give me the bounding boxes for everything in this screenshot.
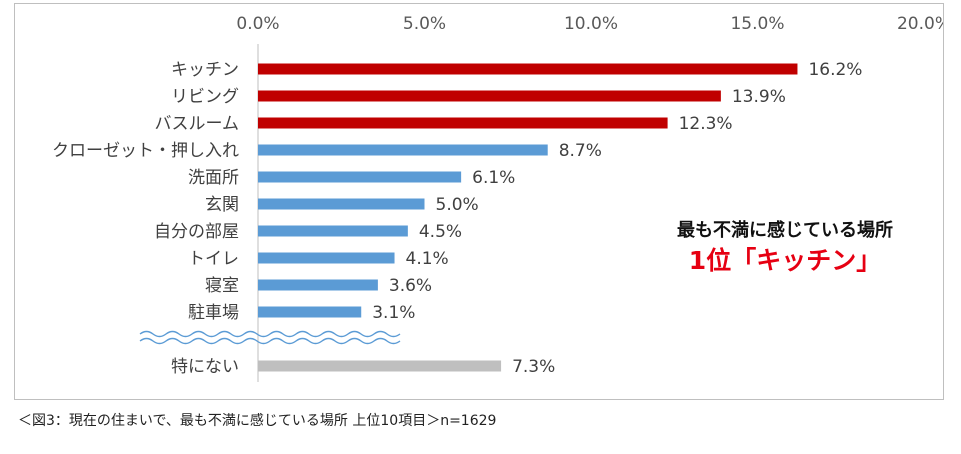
category-label: バスルーム: [155, 114, 240, 134]
data-label: 13.9%: [732, 87, 786, 107]
category-label: トイレ: [188, 249, 239, 269]
bar: [258, 225, 408, 237]
bar: [258, 117, 668, 129]
callout-line2: 1位「キッチン」: [688, 246, 882, 275]
data-label: 4.5%: [419, 222, 462, 242]
category-label: クローゼット・押し入れ: [52, 141, 239, 161]
bar: [258, 171, 462, 183]
category-label: 特にない: [171, 357, 239, 377]
data-label: 8.7%: [559, 141, 602, 161]
bar: [258, 306, 362, 318]
data-label: 3.6%: [389, 276, 432, 296]
callout: 最も不満に感じている場所 1位「キッチン」: [625, 218, 945, 278]
bar: [258, 63, 798, 75]
data-label: 3.1%: [372, 303, 415, 323]
callout-line1: 最も不満に感じている場所: [677, 220, 893, 241]
bar: [258, 90, 721, 102]
figure-caption: ＜図3：現在の住まいで、最も不満に感じている場所 上位10項目＞n=1629: [18, 413, 497, 429]
category-label: 洗面所: [188, 168, 239, 188]
bar-chart: 0.0% 5.0% 10.0% 15.0% 20.0% キッチン 16.2% リビング 13.9…: [52, 14, 943, 382]
x-tick-label: 0.0%: [236, 14, 279, 34]
bar: [258, 279, 378, 291]
category-label: リビング: [171, 87, 239, 107]
category-label: 寝室: [205, 275, 239, 296]
category-label: 玄関: [205, 195, 239, 215]
axis-break-mark: [139, 337, 401, 345]
x-tick-label: 20.0%: [897, 14, 943, 34]
category-label: 駐車場: [188, 303, 239, 323]
bar: [258, 252, 395, 264]
category-label: キッチン: [171, 60, 239, 80]
data-label: 16.2%: [808, 60, 862, 80]
bar: [258, 144, 548, 156]
data-label: 5.0%: [436, 195, 479, 215]
x-tick-label: 15.0%: [730, 14, 784, 34]
data-label: 7.3%: [512, 357, 555, 377]
axis-break-mark: [139, 330, 401, 338]
x-tick-label: 5.0%: [403, 14, 446, 34]
x-tick-label: 10.0%: [564, 14, 618, 34]
data-label: 6.1%: [472, 168, 515, 188]
data-label: 4.1%: [406, 249, 449, 269]
bar: [258, 198, 425, 210]
bar: [258, 360, 502, 372]
data-label: 12.3%: [679, 114, 733, 134]
category-label: 自分の部屋: [154, 222, 239, 242]
chart-frame: 0.0% 5.0% 10.0% 15.0% 20.0% キッチン 16.2% リビング 13.9…: [14, 3, 944, 400]
